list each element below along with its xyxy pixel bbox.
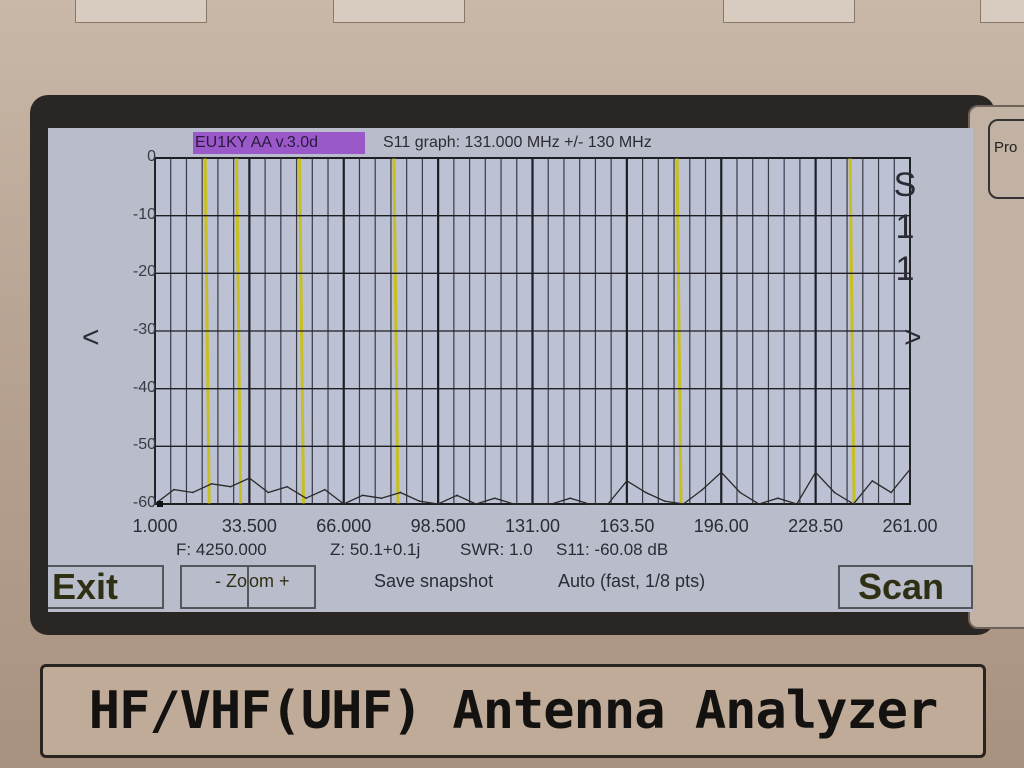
x-tick-label: 196.00 [693,516,749,536]
status-impedance: Z: 50.1+0.1j [330,540,421,559]
trace-point [833,491,836,494]
firmware-badge: EU1KY AA v.3.0d [193,132,365,154]
trace-point [682,503,685,505]
x-tick-label: 261.00 [882,516,938,536]
trace-point [324,488,326,491]
s11-chart [154,157,911,507]
trace-point [475,503,477,505]
status-frequency: F: 4250.000 [176,540,267,559]
trace-point [739,491,741,494]
trace-point [758,503,760,505]
trace-point [852,503,855,505]
zoom-out-button[interactable]: - Zo [180,565,248,609]
zoom-out-label: - Zo [214,571,247,591]
device-top-button-4[interactable] [980,0,1024,23]
device-top-button-1[interactable] [75,0,207,23]
zoom-in-button[interactable]: om + [248,565,316,609]
trace-point [871,480,874,482]
trace-point [361,494,364,497]
device-top-button-3[interactable] [723,0,855,23]
scan-button[interactable]: Scan [838,565,973,609]
trace-point [342,503,345,505]
x-tick-label: 98.500 [410,516,466,536]
zoom-in-label: om + [249,571,290,591]
trace-point [437,503,439,505]
trace-point [701,488,704,491]
trace-point [569,497,572,500]
x-tick-label: 66.000 [316,516,372,536]
lcd-screen: EU1KY AA v.3.0d S11 graph: 131.000 MHz +… [48,128,973,612]
device-top-button-2[interactable] [333,0,465,23]
trace-point [267,491,270,494]
x-tick-label: 163.50 [599,516,655,536]
trace-point [550,503,553,505]
side-label-1a: 1 [895,208,915,246]
y-tick-label: -40 [132,378,156,396]
y-tick-label: -50 [132,436,156,454]
save-snapshot-button[interactable]: Save snapshot [374,571,494,591]
y-tick-label: 0 [147,148,156,165]
trace-point [248,477,251,479]
trace-point [777,497,779,500]
graph-title: S11 graph: 131.000 MHz +/- 130 MHz [383,134,652,151]
side-label-s: S [893,166,917,204]
trace-point [380,497,383,500]
trace-point [173,488,175,491]
trace-point [531,503,534,505]
trace-point [626,480,628,482]
x-tick-label: 33.500 [221,516,277,536]
x-tick-label: 228.50 [788,516,844,536]
pro-button[interactable]: Pro [988,119,1024,199]
trace-point [456,494,458,497]
trace-point [399,491,402,494]
trace-point [191,491,194,494]
trace-point [154,503,156,505]
status-s11: S11: -60.08 dB [556,540,669,559]
trace-point [814,471,817,474]
y-tick-label: -20 [132,263,156,281]
x-tick-label: 131.00 [504,516,561,536]
trace-point [890,491,892,494]
prev-arrow-button[interactable]: < [82,321,100,354]
y-tick-label: -10 [132,205,156,223]
trace-point [493,497,496,500]
trace-point [418,500,421,502]
exit-button[interactable]: Exit [48,565,164,609]
side-label-1b: 1 [895,250,915,288]
trace-point [305,497,307,500]
device-nameplate: HF/VHF(UHF) Antenna Analyzer [40,664,986,758]
trace-point [607,503,609,505]
trace-point [286,485,288,488]
y-tick-label: -60 [132,494,156,511]
trace-point [229,485,232,488]
cursor-marker [157,501,163,507]
auto-mode-button[interactable]: Auto (fast, 1/8 pts) [558,571,706,591]
status-swr: SWR: 1.0 [460,540,533,559]
next-arrow-button[interactable]: > [904,321,922,354]
y-tick-label: -30 [132,321,156,338]
x-tick-label: 1.000 [132,516,178,536]
trace-point [588,503,590,505]
trace-point [644,491,647,494]
trace-point [663,500,666,502]
trace-point [512,503,515,505]
trace-point [795,503,798,505]
side-panel: Pro [968,105,1024,629]
trace-point [720,471,723,474]
trace-point [210,483,213,485]
trace-point [909,468,911,471]
